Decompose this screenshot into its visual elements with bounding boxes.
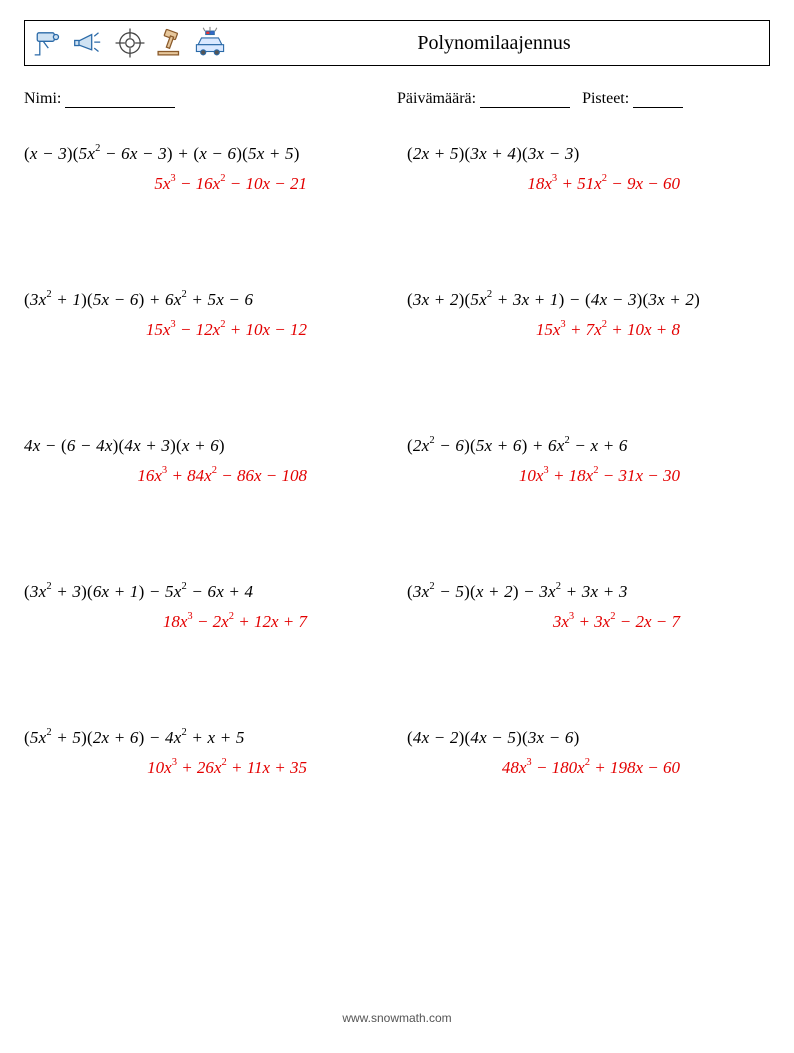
problem-expression: (x − 3)(5x2 − 6x − 3) + (x − 6)(5x + 5): [24, 144, 397, 164]
problem-row: (3x2 + 3)(6x + 1) − 5x2 − 6x + 4 18x3 − 2…: [24, 582, 770, 632]
police-car-icon: [193, 26, 227, 60]
problem-expression: (2x2 − 6)(5x + 6) + 6x2 − x + 6: [407, 436, 770, 456]
problem-row: (3x2 + 1)(5x − 6) + 6x2 + 5x − 6 15x3 − 1…: [24, 290, 770, 340]
problem-cell: (3x + 2)(5x2 + 3x + 1) − (4x − 3)(3x + 2…: [397, 290, 770, 340]
problem-answer: 15x3 + 7x2 + 10x + 8: [407, 320, 770, 340]
score-blank: [633, 93, 683, 108]
security-camera-icon: [33, 26, 67, 60]
problem-answer: 18x3 + 51x2 − 9x − 60: [407, 174, 770, 194]
problem-answer: 15x3 − 12x2 + 10x − 12: [24, 320, 397, 340]
problem-cell: (5x2 + 5)(2x + 6) − 4x2 + x + 5 10x3 + 26…: [24, 728, 397, 778]
meta-date: Päivämäärä:: [397, 90, 570, 108]
date-label: Päivämäärä:: [397, 90, 476, 107]
crosshair-icon: [113, 26, 147, 60]
problem-answer: 18x3 − 2x2 + 12x + 7: [24, 612, 397, 632]
problem-row: (5x2 + 5)(2x + 6) − 4x2 + x + 5 10x3 + 26…: [24, 728, 770, 778]
problem-expression: (3x2 + 3)(6x + 1) − 5x2 − 6x + 4: [24, 582, 397, 602]
problem-cell: (x − 3)(5x2 − 6x − 3) + (x − 6)(5x + 5) 5…: [24, 144, 397, 194]
problem-cell: (2x + 5)(3x + 4)(3x − 3) 18x3 + 51x2 − 9x…: [397, 144, 770, 194]
problem-cell: (3x2 − 5)(x + 2) − 3x2 + 3x + 3 3x3 + 3x2…: [397, 582, 770, 632]
problem-answer: 16x3 + 84x2 − 86x − 108: [24, 466, 397, 486]
problems-grid: (x − 3)(5x2 − 6x − 3) + (x − 6)(5x + 5) 5…: [24, 144, 770, 778]
meta-score: Pisteet:: [582, 90, 683, 108]
problem-answer: 48x3 − 180x2 + 198x − 60: [407, 758, 770, 778]
header-icons: [33, 26, 227, 60]
footer-url: www.snowmath.com: [0, 1011, 794, 1025]
problem-answer: 3x3 + 3x2 − 2x − 7: [407, 612, 770, 632]
problem-expression: (5x2 + 5)(2x + 6) − 4x2 + x + 5: [24, 728, 397, 748]
name-blank: [65, 93, 175, 108]
problem-cell: 4x − (6 − 4x)(4x + 3)(x + 6) 16x3 + 84x2 …: [24, 436, 397, 486]
name-label: Nimi:: [24, 90, 61, 107]
gavel-icon: [153, 26, 187, 60]
problem-cell: (2x2 − 6)(5x + 6) + 6x2 − x + 6 10x3 + 18…: [397, 436, 770, 486]
megaphone-icon: [73, 26, 107, 60]
problem-row: (x − 3)(5x2 − 6x − 3) + (x − 6)(5x + 5) 5…: [24, 144, 770, 194]
problem-expression: (3x2 + 1)(5x − 6) + 6x2 + 5x − 6: [24, 290, 397, 310]
problem-expression: (3x + 2)(5x2 + 3x + 1) − (4x − 3)(3x + 2…: [407, 290, 770, 310]
problem-expression: (4x − 2)(4x − 5)(3x − 6): [407, 728, 770, 748]
problem-answer: 10x3 + 18x2 − 31x − 30: [407, 466, 770, 486]
score-label: Pisteet:: [582, 90, 629, 107]
problem-answer: 10x3 + 26x2 + 11x + 35: [24, 758, 397, 778]
date-blank: [480, 93, 570, 108]
problem-cell: (3x2 + 3)(6x + 1) − 5x2 − 6x + 4 18x3 − 2…: [24, 582, 397, 632]
problem-answer: 5x3 − 16x2 − 10x − 21: [24, 174, 397, 194]
problem-row: 4x − (6 − 4x)(4x + 3)(x + 6) 16x3 + 84x2 …: [24, 436, 770, 486]
problem-expression: 4x − (6 − 4x)(4x + 3)(x + 6): [24, 436, 397, 456]
worksheet-title: Polynomilaajennus: [227, 32, 761, 55]
meta-row: Nimi: Päivämäärä: Pisteet:: [24, 90, 770, 108]
problem-expression: (2x + 5)(3x + 4)(3x − 3): [407, 144, 770, 164]
header-box: Polynomilaajennus: [24, 20, 770, 66]
problem-cell: (4x − 2)(4x − 5)(3x − 6) 48x3 − 180x2 + 1…: [397, 728, 770, 778]
problem-cell: (3x2 + 1)(5x − 6) + 6x2 + 5x − 6 15x3 − 1…: [24, 290, 397, 340]
problem-expression: (3x2 − 5)(x + 2) − 3x2 + 3x + 3: [407, 582, 770, 602]
meta-name: Nimi:: [24, 90, 397, 108]
